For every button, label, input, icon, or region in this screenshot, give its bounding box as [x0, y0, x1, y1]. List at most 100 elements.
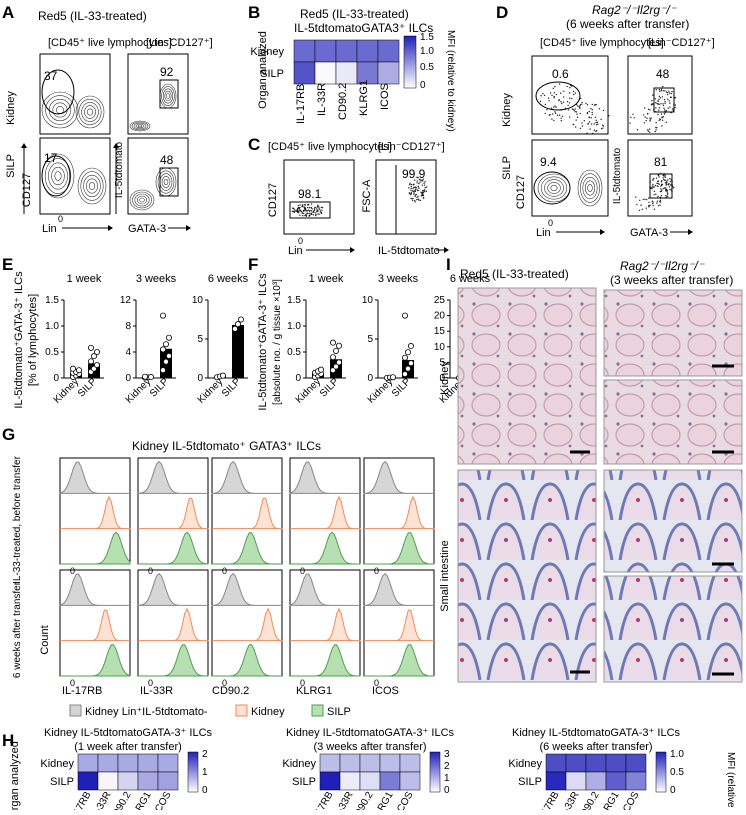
contour-line	[76, 96, 104, 128]
contour-line	[136, 124, 144, 128]
event-dot	[647, 129, 648, 130]
event-dot	[416, 182, 417, 183]
h-cell	[586, 772, 606, 790]
b-cell	[315, 62, 336, 84]
event-dot	[665, 187, 666, 188]
e-point	[232, 326, 237, 331]
event-dot	[410, 188, 411, 189]
event-dot	[545, 104, 546, 105]
event-dot	[675, 104, 676, 105]
event-dot	[646, 120, 647, 121]
h-scale-tick: 3	[444, 749, 450, 760]
f-tick-label: 5	[367, 334, 373, 345]
contour-line	[166, 94, 169, 99]
event-dot	[314, 207, 315, 208]
event-dot	[576, 111, 577, 112]
event-dot	[574, 111, 575, 112]
event-dot	[661, 89, 662, 90]
event-dot	[553, 88, 554, 89]
g-hist-lin	[290, 462, 360, 493]
c-ylabel2: FSC-A	[361, 179, 373, 213]
f-tick-label: 10	[362, 295, 374, 306]
event-dot	[632, 114, 633, 115]
event-dot	[649, 131, 650, 132]
h-row-label: SILP	[518, 776, 542, 788]
event-dot	[655, 98, 656, 99]
g-hist-silp	[290, 532, 360, 564]
g-hist-frame	[138, 570, 208, 676]
b-cell	[378, 40, 399, 62]
h-row-label: Kidney	[40, 758, 74, 770]
f-point	[333, 348, 338, 353]
event-dot	[413, 184, 414, 185]
g-hist-kidney	[364, 610, 434, 640]
a-gate2: [Lin⁻CD127⁺]	[146, 37, 213, 49]
event-dot	[576, 113, 577, 114]
event-dot	[593, 123, 594, 124]
f-tick-label: 0	[295, 373, 301, 384]
event-dot	[603, 110, 604, 111]
e-point	[160, 347, 165, 352]
h-scale	[656, 752, 666, 792]
d-row-silp: SILP	[501, 156, 513, 180]
event-dot	[544, 113, 545, 114]
event-dot	[311, 203, 312, 204]
event-dot	[419, 182, 420, 183]
event-dot	[414, 200, 415, 201]
h-xlabel: CD90.2	[107, 790, 134, 810]
event-dot	[664, 175, 665, 176]
panel-label-i: I	[446, 255, 451, 274]
f-group-title: 1 week	[309, 273, 344, 285]
g-hist-lin	[290, 574, 360, 605]
event-dot	[670, 184, 671, 185]
event-dot	[554, 92, 555, 93]
event-dot	[591, 112, 592, 113]
event-dot	[582, 125, 583, 126]
event-dot	[663, 105, 664, 106]
h-yaxis: Organ analyzed	[9, 741, 21, 810]
event-dot	[658, 174, 659, 175]
event-dot	[667, 99, 668, 100]
event-dot	[586, 133, 587, 134]
event-dot	[648, 202, 649, 203]
h-xlabel: IL-33R	[331, 790, 356, 810]
e-category: SILP	[220, 376, 243, 399]
h-scale	[188, 752, 198, 792]
event-dot	[649, 120, 650, 121]
event-dot	[568, 109, 569, 110]
a-xlabel2: GATA-3	[128, 223, 166, 235]
g-legend-0: Kidney Lin⁺IL-5tdtomato-	[85, 706, 208, 718]
event-dot	[658, 176, 659, 177]
event-dot	[647, 113, 648, 114]
contour-line	[164, 179, 168, 185]
h-cell	[340, 772, 360, 790]
event-dot	[668, 90, 669, 91]
g-title: Kidney IL-5tdtomato⁺ GATA3⁺ ILCs	[132, 439, 321, 453]
contour-line	[538, 174, 570, 202]
event-dot	[421, 195, 422, 196]
event-dot	[573, 94, 574, 95]
event-dot	[581, 122, 582, 123]
b-title1: Red5 (IL-33-treated)	[300, 7, 409, 21]
event-dot	[305, 210, 306, 211]
a-title: Red5 (IL-33-treated)	[38, 9, 147, 23]
e-point	[88, 359, 93, 364]
event-dot	[643, 199, 644, 200]
event-dot	[418, 199, 419, 200]
event-dot	[666, 181, 667, 182]
b-scale: 1.5 1.0 0.5 0 MFI (relative to kidney)	[404, 30, 456, 132]
event-dot	[584, 120, 585, 121]
event-dot	[667, 190, 668, 191]
event-dot	[551, 108, 552, 109]
event-dot	[573, 91, 574, 92]
event-dot	[424, 181, 425, 182]
e-point	[94, 362, 99, 367]
event-dot	[655, 129, 656, 130]
event-dot	[667, 179, 668, 180]
histology-kidney-rag-1	[604, 290, 742, 376]
e-group-title: 1 week	[67, 273, 102, 285]
panel-label-c: C	[248, 135, 260, 154]
h-cell	[626, 772, 646, 790]
event-dot	[569, 92, 570, 93]
d-plot-silp-gata: 81	[628, 140, 692, 216]
